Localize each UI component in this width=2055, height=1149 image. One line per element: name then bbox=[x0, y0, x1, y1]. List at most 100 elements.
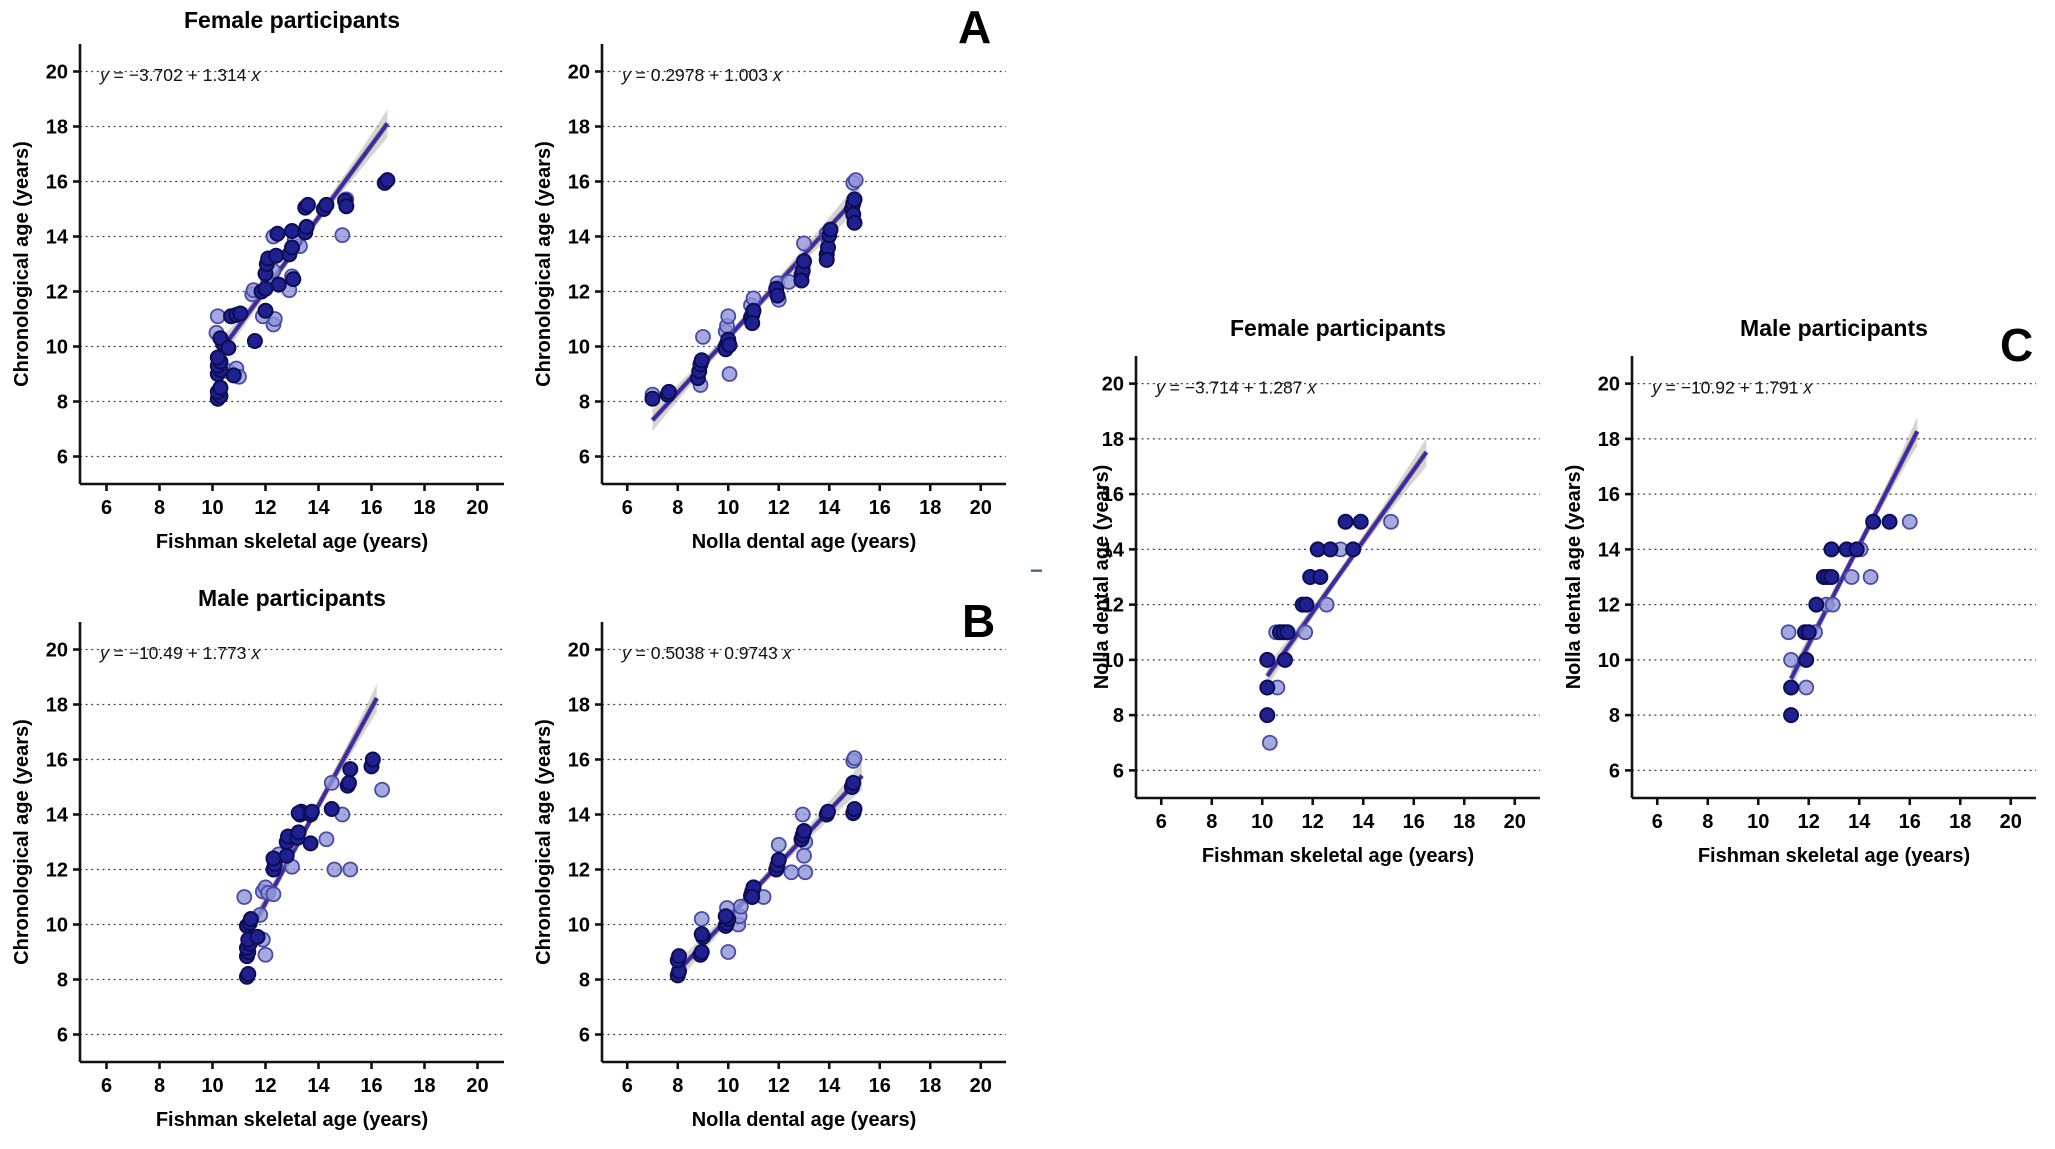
y-axis-label: Chronological age (years) bbox=[11, 141, 33, 387]
scatter-point-dark bbox=[1823, 569, 1840, 585]
y-tick-label: 12 bbox=[1102, 595, 1124, 617]
x-tick-label: 20 bbox=[970, 497, 992, 519]
scatter-point-light bbox=[721, 366, 738, 382]
scatter-point-light bbox=[1780, 624, 1797, 641]
scatter-point-dark bbox=[318, 196, 335, 213]
scatter-point-dark bbox=[1259, 679, 1276, 696]
x-tick-label: 8 bbox=[154, 497, 165, 519]
y-tick-label: 20 bbox=[1102, 374, 1124, 396]
y-tick-label: 12 bbox=[46, 282, 68, 304]
y-tick-label: 14 bbox=[46, 805, 69, 827]
scatter-point-dark bbox=[1848, 541, 1865, 558]
scatter-point-dark bbox=[240, 966, 257, 982]
panel-label-a: A bbox=[958, 1, 992, 53]
y-tick-label: 18 bbox=[46, 117, 68, 139]
scatter-point-dark bbox=[1279, 624, 1296, 641]
scatter-point-light bbox=[318, 831, 335, 848]
equation-label: y = −3.702 + 1.314 x bbox=[99, 65, 261, 85]
scatter-point-dark bbox=[1259, 707, 1276, 724]
equation-label: y = −10.92 + 1.791 x bbox=[1651, 377, 1813, 397]
scatter-point-dark bbox=[225, 367, 242, 384]
y-axis-label: Nolla dental age (years) bbox=[1563, 465, 1585, 690]
y-axis-label: Chronological age (years) bbox=[533, 719, 555, 965]
x-tick-label: 18 bbox=[413, 497, 435, 519]
x-tick-label: 12 bbox=[1302, 811, 1324, 833]
scatter-point-dark bbox=[284, 223, 300, 239]
x-tick-label: 14 bbox=[818, 497, 841, 519]
y-tick-label: 14 bbox=[568, 227, 591, 249]
chart-c-female-nolla-vs-fishman: 6 8 10 12 14 16 18 20 6 8 10 12 14 16 18 20 Fishman skel… bbox=[1090, 298, 1552, 878]
x-tick-label: 12 bbox=[254, 497, 276, 519]
scatter-point-light bbox=[732, 898, 749, 915]
x-tick-label: 8 bbox=[1702, 811, 1713, 833]
scatter-point-dark bbox=[846, 801, 863, 817]
scatter-point-light bbox=[720, 944, 737, 960]
scatter-point-light bbox=[265, 886, 282, 903]
scatter-point-dark bbox=[1259, 651, 1276, 668]
scatter-point-dark bbox=[793, 272, 810, 289]
y-tick-label: 6 bbox=[579, 447, 590, 469]
scatter-point-dark bbox=[1783, 707, 1800, 724]
y-tick-label: 18 bbox=[1102, 429, 1124, 451]
scatter-point-dark bbox=[671, 948, 688, 965]
scatter-point-dark bbox=[1800, 624, 1817, 641]
scatter-point-dark bbox=[379, 172, 396, 189]
scatter-point-dark bbox=[693, 352, 710, 369]
scatter-point-dark bbox=[717, 908, 734, 925]
y-tick-label: 16 bbox=[568, 172, 590, 194]
y-tick-label: 20 bbox=[568, 640, 590, 662]
x-tick-label: 16 bbox=[869, 497, 891, 519]
scatter-point-light bbox=[794, 806, 811, 823]
chart-svg: 6 8 10 12 14 16 18 20 6 8 10 12 14 16 18 20 Fishman skel… bbox=[11, 7, 504, 553]
y-tick-label: 10 bbox=[568, 915, 590, 937]
y-tick-label: 8 bbox=[1113, 705, 1124, 727]
y-tick-label: 20 bbox=[1598, 374, 1620, 396]
x-tick-label: 18 bbox=[1453, 811, 1475, 833]
scatter-point-dark bbox=[721, 337, 738, 354]
scatter-point-dark bbox=[209, 349, 226, 366]
y-tick-label: 18 bbox=[1598, 429, 1620, 451]
scatter-point-dark bbox=[693, 944, 710, 960]
scatter-point-dark bbox=[769, 287, 786, 304]
y-tick-label: 6 bbox=[579, 1025, 590, 1047]
y-tick-label: 14 bbox=[1102, 539, 1125, 561]
scatter-point-dark bbox=[1312, 569, 1329, 585]
chart-a-female-chronological-vs-nolla: 6 8 10 12 14 16 18 20 6 8 10 12 14 16 18 20 Nolla dental… bbox=[450, 4, 1024, 580]
chart-b-male-chronological-vs-nolla: 6 8 10 12 14 16 18 20 6 8 10 12 14 16 18 20 Nolla dental… bbox=[450, 582, 1024, 1149]
scatter-point-light bbox=[342, 861, 359, 878]
scatter-point-light bbox=[847, 172, 864, 189]
scatter-point-light bbox=[236, 889, 253, 905]
y-axis-label: Nolla dental age (years) bbox=[1091, 465, 1113, 690]
y-tick-label: 8 bbox=[57, 970, 68, 992]
x-tick-label: 18 bbox=[413, 1075, 435, 1097]
x-tick-label: 8 bbox=[672, 497, 683, 519]
x-tick-label: 20 bbox=[1504, 811, 1526, 833]
scatter-point-light bbox=[323, 774, 340, 791]
scatter-point-light bbox=[1261, 734, 1278, 751]
x-tick-label: 18 bbox=[919, 1075, 941, 1097]
x-tick-label: 10 bbox=[717, 1075, 739, 1097]
scatter-point-dark bbox=[1808, 596, 1825, 613]
x-tick-label: 12 bbox=[768, 1075, 790, 1097]
x-tick-label: 20 bbox=[466, 497, 488, 519]
scatter-point-light bbox=[1843, 569, 1860, 585]
scatter-point-light bbox=[693, 911, 710, 927]
x-tick-label: 16 bbox=[360, 1075, 382, 1097]
chart-svg: 6 8 10 12 14 16 18 20 6 8 10 12 14 16 18 20 Fishman skel… bbox=[1563, 315, 2036, 867]
x-tick-label: 20 bbox=[2000, 811, 2022, 833]
y-tick-label: 6 bbox=[1113, 760, 1124, 782]
y-tick-label: 8 bbox=[579, 970, 590, 992]
x-tick-label: 8 bbox=[154, 1075, 165, 1097]
x-tick-label: 6 bbox=[622, 497, 633, 519]
scatter-point-dark bbox=[744, 889, 761, 905]
scatter-point-dark bbox=[1823, 541, 1840, 558]
y-axis-label: Chronological age (years) bbox=[11, 719, 33, 965]
x-tick-label: 14 bbox=[307, 1075, 330, 1097]
x-tick-label: 10 bbox=[1747, 811, 1769, 833]
scatter-point-dark bbox=[1352, 513, 1369, 530]
scatter-point-light bbox=[783, 864, 800, 881]
scatter-point-light bbox=[1318, 596, 1335, 613]
y-tick-label: 18 bbox=[568, 695, 590, 717]
scatter-point-dark bbox=[257, 302, 274, 319]
scatter-point-dark bbox=[270, 276, 287, 293]
